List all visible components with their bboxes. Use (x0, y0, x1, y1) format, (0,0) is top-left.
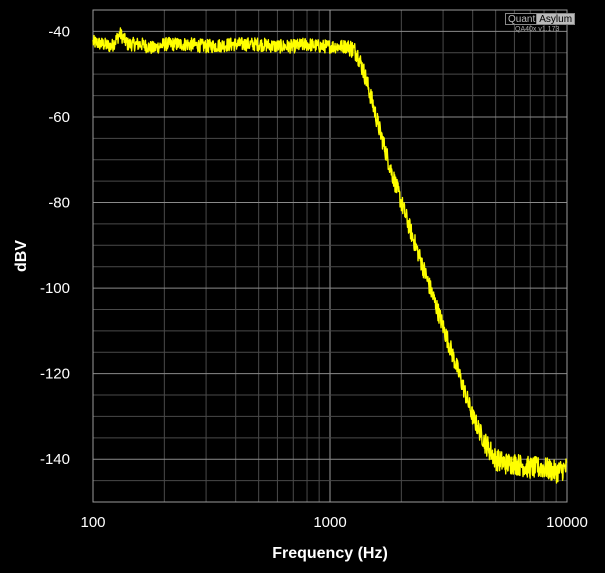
brand-name-part-2: Asylum (536, 13, 576, 25)
y-tick-label: -120 (40, 366, 70, 383)
x-tick-label: 100 (80, 514, 105, 531)
series-line (92, 27, 568, 484)
x-tick-label: 10000 (546, 514, 588, 531)
y-tick-label: -80 (48, 195, 70, 212)
y-tick-label: -40 (48, 23, 70, 40)
grid (92, 9, 568, 503)
tick-labels: -40 -60 -80 -100 -120 -140 100 1000 10000 (40, 23, 588, 531)
x-axis-label: Frequency (Hz) (272, 545, 388, 562)
y-tick-label: -60 (48, 109, 70, 126)
brand-name-part-1: Quant (505, 13, 537, 25)
y-tick-label: -140 (40, 451, 70, 468)
plot-border (92, 9, 568, 503)
x-tick-label: 1000 (313, 514, 346, 531)
y-tick-label: -100 (40, 280, 70, 297)
brand-logo: Quant Asylum (505, 13, 576, 25)
y-axis-label: dBV (13, 240, 30, 272)
data-trace (92, 27, 568, 484)
version-label: QA40x v1.173 (515, 26, 560, 33)
